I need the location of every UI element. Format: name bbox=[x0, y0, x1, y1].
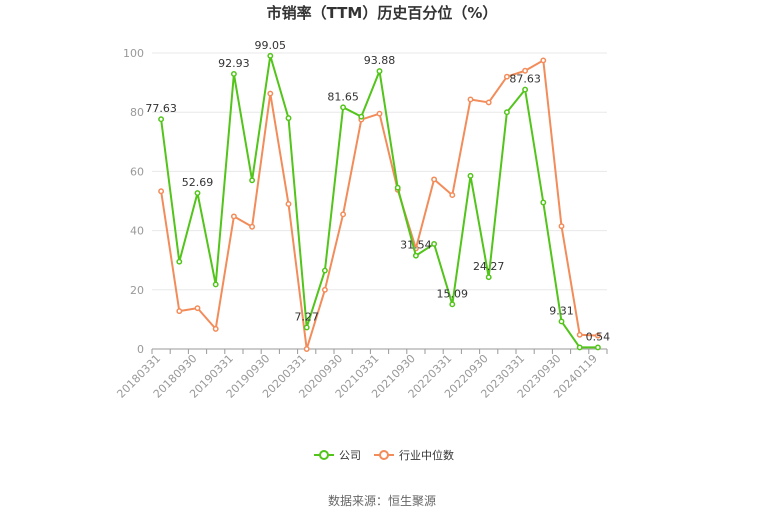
series-0-point-15 bbox=[431, 240, 438, 247]
series-0-point-14 bbox=[412, 252, 419, 259]
legend-label-1: 行业中位数 bbox=[399, 448, 454, 462]
series-1-point-0 bbox=[158, 188, 165, 195]
data-label-16: 15.09 bbox=[437, 287, 469, 300]
legend[interactable]: 公司 行业中位数 bbox=[314, 448, 454, 462]
series-line-0 bbox=[160, 54, 598, 349]
legend-marker-0 bbox=[319, 450, 329, 460]
series-0-point-22 bbox=[558, 318, 565, 325]
series-1-point-12 bbox=[376, 110, 383, 117]
series-0-point-9 bbox=[321, 267, 328, 274]
series-1-point-24 bbox=[594, 332, 601, 339]
series-1-point-7 bbox=[285, 201, 292, 207]
data-label-4: 92.93 bbox=[218, 57, 250, 70]
data-label-12: 93.88 bbox=[364, 54, 396, 67]
source-text: 数据来源：恒生聚源 bbox=[328, 493, 436, 508]
series-1-point-15 bbox=[431, 176, 438, 183]
series-0-point-12 bbox=[376, 68, 383, 75]
series-0-point-21 bbox=[540, 199, 547, 206]
data-label-0: 77.63 bbox=[145, 102, 177, 115]
series-layer bbox=[158, 52, 601, 352]
series-0-point-16 bbox=[449, 301, 456, 308]
series-0-point-8 bbox=[303, 324, 310, 331]
series-1-point-4 bbox=[230, 213, 237, 220]
y-tick-label-1: 20 bbox=[130, 284, 144, 297]
series-line-1 bbox=[160, 59, 598, 350]
series-0-point-2 bbox=[194, 190, 201, 196]
series-1-point-2 bbox=[194, 305, 201, 312]
y-tick-label-2: 40 bbox=[130, 225, 144, 238]
series-0-point-4 bbox=[230, 70, 237, 77]
grid bbox=[152, 52, 607, 350]
chart-title: 市销率（TTM）历史百分位（%） bbox=[267, 4, 498, 22]
series-0-point-13 bbox=[394, 184, 401, 191]
series-1-point-22 bbox=[558, 223, 565, 230]
data-label-2: 52.69 bbox=[182, 176, 214, 189]
series-0-point-19 bbox=[503, 109, 510, 116]
series-0-point-1 bbox=[176, 258, 183, 265]
series-0-point-17 bbox=[467, 172, 474, 179]
data-label-18: 24.27 bbox=[473, 260, 505, 273]
series-0-point-5 bbox=[249, 177, 256, 184]
series-1-point-3 bbox=[212, 325, 219, 332]
series-1-point-18 bbox=[485, 99, 492, 106]
series-1-point-23 bbox=[576, 331, 583, 338]
y-tick-label-3: 60 bbox=[130, 165, 144, 178]
data-label-6: 99.05 bbox=[255, 39, 287, 52]
y-tick-label-4: 80 bbox=[130, 106, 144, 119]
series-1-point-10 bbox=[340, 211, 347, 218]
y-axis-ticks: 0 20 40 60 80 100 bbox=[123, 47, 144, 356]
data-label-10: 81.65 bbox=[327, 90, 359, 103]
series-0-point-18 bbox=[485, 274, 492, 281]
data-label-20: 87.63 bbox=[509, 73, 541, 86]
series-1-point-20 bbox=[522, 67, 529, 74]
series-0-point-24 bbox=[594, 344, 601, 351]
series-1-point-1 bbox=[176, 308, 183, 315]
series-0-point-7 bbox=[285, 115, 292, 122]
series-1-point-21 bbox=[540, 57, 547, 64]
series-1-point-17 bbox=[467, 96, 474, 103]
data-labels: 77.63 52.69 92.93 99.05 7.27 81.65 93.88 31.54 1… bbox=[145, 39, 610, 344]
series-1-point-16 bbox=[449, 192, 456, 199]
data-label-22: 9.31 bbox=[549, 304, 574, 317]
series-0-point-23 bbox=[576, 344, 583, 351]
series-0-point-3 bbox=[212, 281, 219, 288]
data-label-24: 0.54 bbox=[586, 330, 611, 343]
legend-marker-1 bbox=[379, 450, 389, 460]
data-label-8: 7.27 bbox=[294, 310, 319, 323]
y-tick-label-5: 100 bbox=[123, 47, 144, 60]
legend-label-0: 公司 bbox=[339, 449, 361, 462]
y-tick-label-0: 0 bbox=[137, 343, 144, 356]
series-1-point-8 bbox=[303, 346, 310, 352]
series-1-point-6 bbox=[267, 90, 274, 97]
series-0-point-0 bbox=[158, 116, 165, 123]
data-label-14: 31.54 bbox=[400, 239, 432, 252]
series-0-point-20 bbox=[522, 86, 529, 93]
series-1-point-9 bbox=[321, 286, 328, 293]
series-0-point-10 bbox=[340, 104, 347, 111]
series-0-point-6 bbox=[267, 52, 274, 59]
series-1-point-5 bbox=[249, 223, 256, 230]
series-1-point-19 bbox=[503, 73, 510, 80]
x-axis-ticks: 2018033120180930201903312019093020200331… bbox=[114, 349, 608, 401]
series-0-point-11 bbox=[358, 113, 365, 120]
